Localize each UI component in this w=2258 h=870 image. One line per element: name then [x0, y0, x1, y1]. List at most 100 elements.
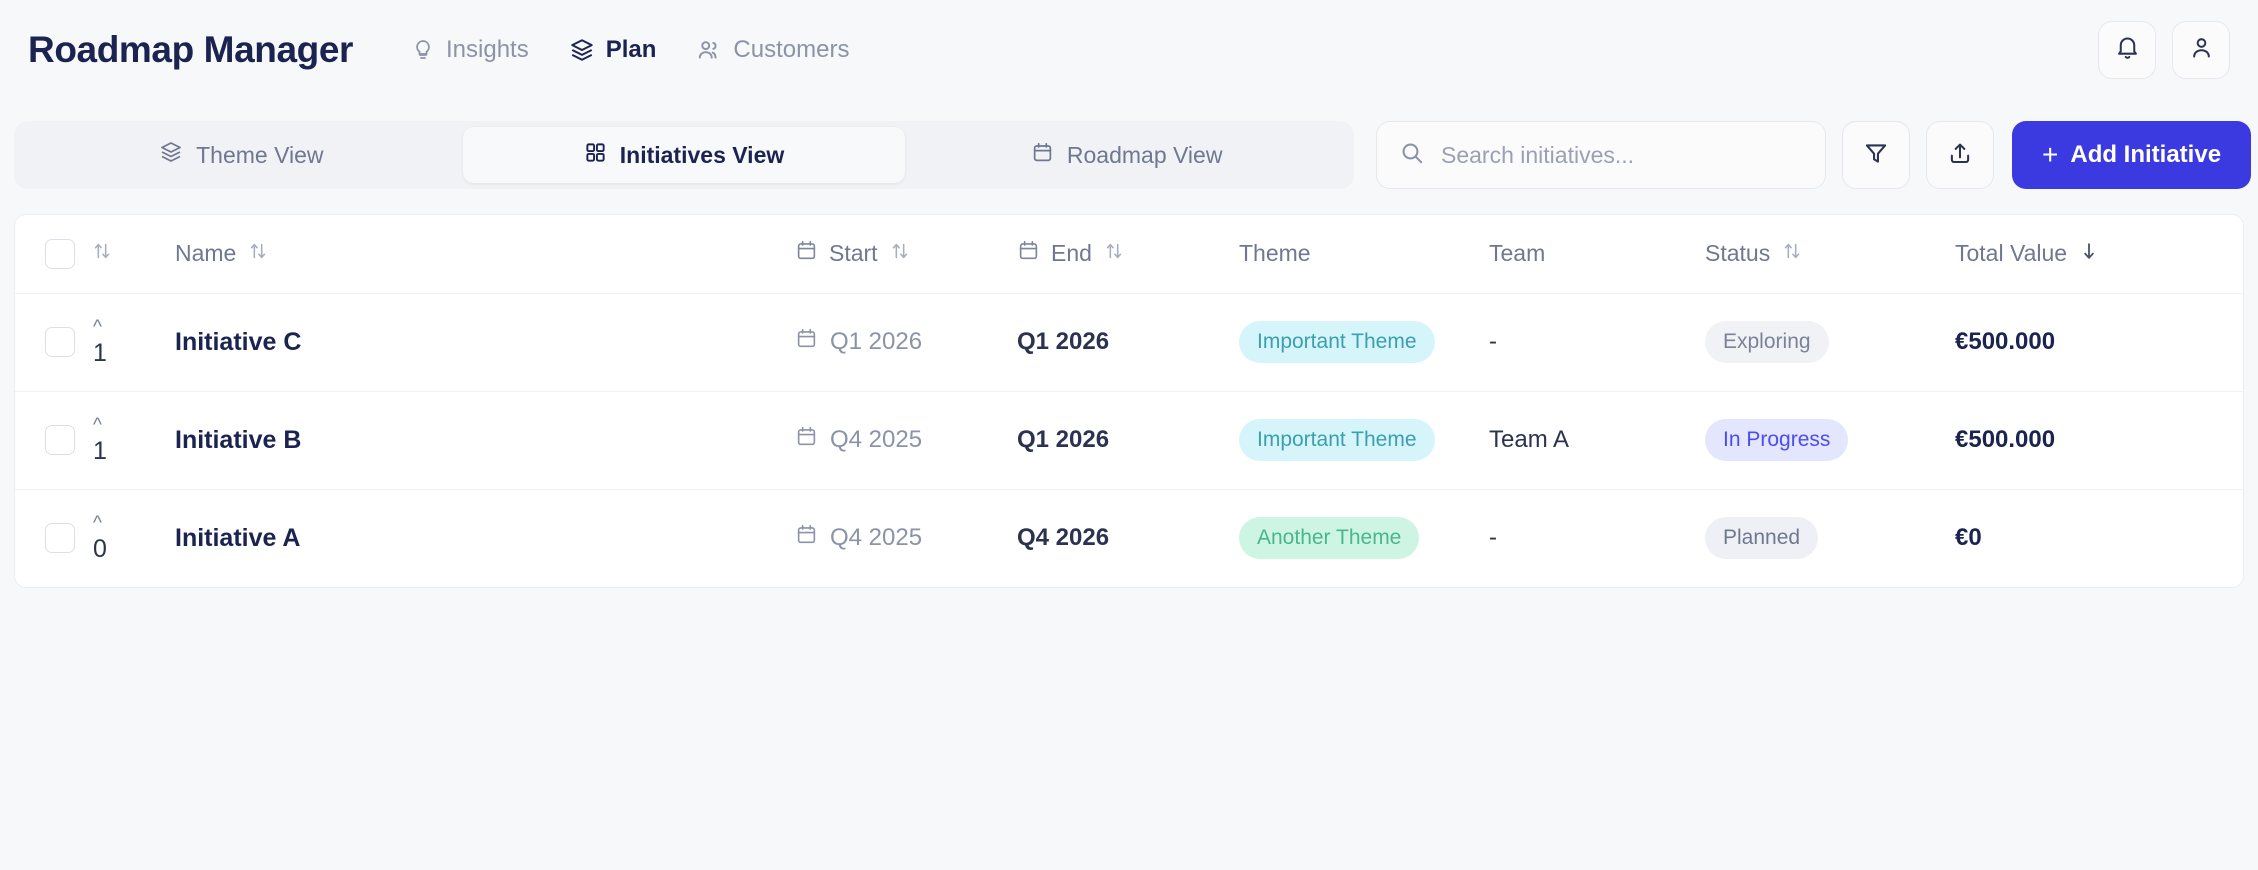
row-start-cell: Q4 2025 — [795, 489, 1017, 587]
row-checkbox[interactable] — [45, 523, 75, 554]
header-status[interactable]: Status — [1705, 215, 1955, 293]
table-header-row: Name — [15, 215, 2243, 293]
tab-initiatives-view[interactable]: Initiatives View — [462, 127, 906, 183]
header-start[interactable]: Start — [795, 215, 1017, 293]
row-count-cell: ^ 1 — [91, 293, 175, 391]
start-date: Q4 2025 — [830, 524, 923, 552]
team-value: - — [1489, 328, 1497, 355]
team-value: - — [1489, 524, 1497, 552]
total-value: €0 — [1955, 524, 1982, 552]
sort-icon[interactable] — [247, 240, 269, 268]
profile-button[interactable] — [2172, 21, 2230, 79]
theme-badge[interactable]: Important Theme — [1239, 419, 1435, 461]
row-checkbox[interactable] — [45, 327, 75, 357]
nav-item-plan[interactable]: Plan — [569, 36, 656, 64]
header-team[interactable]: Team — [1489, 215, 1705, 293]
table-row[interactable]: ^ 1 Initiative B Q4 2025 Q1 2026 Importa… — [15, 391, 2243, 489]
sort-desc-icon[interactable] — [2078, 240, 2100, 268]
sort-icon[interactable] — [91, 240, 113, 268]
add-initiative-button[interactable]: + Add Initiative — [2012, 121, 2252, 189]
row-count: 1 — [93, 437, 107, 465]
user-icon — [2188, 34, 2215, 66]
nav-item-insights[interactable]: Insights — [411, 36, 529, 64]
status-badge[interactable]: In Progress — [1705, 419, 1849, 461]
tab-theme-view[interactable]: Theme View — [20, 127, 463, 183]
header-select-all — [15, 215, 91, 293]
header-total-value[interactable]: Total Value — [1955, 215, 2243, 293]
row-name-cell[interactable]: Initiative B — [175, 391, 795, 489]
page-title: Roadmap Manager — [28, 29, 354, 70]
row-status-cell: In Progress — [1705, 391, 1955, 489]
row-team-cell: Team A — [1489, 391, 1705, 489]
status-badge[interactable]: Exploring — [1705, 321, 1829, 363]
select-all-checkbox[interactable] — [45, 238, 75, 269]
row-value-cell: €500.000 — [1955, 293, 2243, 391]
search-input[interactable] — [1441, 141, 1803, 169]
row-start-cell: Q1 2026 — [795, 293, 1017, 391]
tab-roadmap-view[interactable]: Roadmap View — [905, 127, 1348, 183]
row-value-cell: €0 — [1955, 489, 2243, 587]
bell-icon — [2114, 34, 2141, 66]
row-value-cell: €500.000 — [1955, 391, 2243, 489]
sort-icon[interactable] — [889, 240, 911, 268]
search-box[interactable] — [1376, 121, 1826, 189]
filter-button[interactable] — [1842, 121, 1910, 189]
expand-count-toggle[interactable]: ^ 1 — [91, 416, 175, 464]
nav-item-label: Insights — [446, 36, 529, 63]
upload-icon — [1947, 140, 1973, 171]
row-count: 1 — [93, 339, 107, 367]
header-theme[interactable]: Theme — [1239, 215, 1489, 293]
theme-badge[interactable]: Another Theme — [1239, 517, 1420, 560]
row-theme-cell: Important Theme — [1239, 293, 1489, 391]
header-end[interactable]: End — [1017, 215, 1239, 293]
header-name-label: Name — [175, 240, 237, 267]
chevron-up-icon: ^ — [93, 415, 102, 436]
row-count-cell: ^ 0 — [91, 489, 175, 587]
row-team-cell: - — [1489, 489, 1705, 587]
row-theme-cell: Important Theme — [1239, 391, 1489, 489]
sort-icon[interactable] — [1781, 240, 1803, 268]
filter-icon — [1863, 140, 1889, 171]
calendar-icon — [1031, 141, 1054, 170]
row-select-cell — [15, 489, 91, 587]
header-name[interactable]: Name — [175, 215, 795, 293]
export-button[interactable] — [1926, 121, 1994, 189]
app-header: Roadmap Manager Insights Plan — [0, 0, 2258, 100]
nav-item-customers[interactable]: Customers — [696, 36, 849, 64]
calendar-icon — [795, 327, 818, 357]
header-theme-label: Theme — [1239, 240, 1311, 267]
notifications-button[interactable] — [2098, 21, 2156, 79]
initiative-name: Initiative C — [175, 327, 302, 356]
row-name-cell[interactable]: Initiative A — [175, 489, 795, 587]
table-row[interactable]: ^ 1 Initiative C Q1 2026 Q1 2026 Importa… — [15, 293, 2243, 391]
status-badge[interactable]: Planned — [1705, 517, 1819, 560]
expand-count-toggle[interactable]: ^ 0 — [91, 514, 175, 562]
grid-icon — [584, 141, 607, 170]
total-value: €500.000 — [1955, 426, 2056, 453]
row-status-cell: Exploring — [1705, 293, 1955, 391]
view-toolbar: Theme View Initiatives View Roadmap — [14, 114, 2252, 196]
nav-item-label: Customers — [733, 36, 850, 63]
table-row[interactable]: ^ 0 Initiative A Q4 2025 Q4 2026 Another… — [15, 489, 2243, 587]
header-start-label: Start — [829, 240, 878, 267]
chevron-up-icon: ^ — [93, 513, 102, 535]
sort-icon[interactable] — [1103, 240, 1125, 268]
row-end-cell: Q1 2026 — [1017, 293, 1239, 391]
row-checkbox[interactable] — [45, 425, 75, 455]
expand-count-toggle[interactable]: ^ 1 — [91, 318, 175, 366]
primary-nav: Insights Plan Customers — [411, 36, 849, 64]
row-team-cell: - — [1489, 293, 1705, 391]
header-count-sort[interactable] — [91, 215, 175, 293]
row-name-cell[interactable]: Initiative C — [175, 293, 795, 391]
lightbulb-icon — [411, 38, 435, 62]
calendar-icon — [795, 523, 818, 553]
theme-badge[interactable]: Important Theme — [1239, 321, 1435, 363]
row-count-cell: ^ 1 — [91, 391, 175, 489]
row-select-cell — [15, 391, 91, 489]
end-date: Q1 2026 — [1017, 328, 1110, 355]
row-end-cell: Q1 2026 — [1017, 391, 1239, 489]
calendar-icon — [795, 239, 818, 268]
total-value: €500.000 — [1955, 328, 2056, 355]
header-status-label: Status — [1705, 240, 1771, 267]
tab-label: Theme View — [196, 141, 324, 168]
